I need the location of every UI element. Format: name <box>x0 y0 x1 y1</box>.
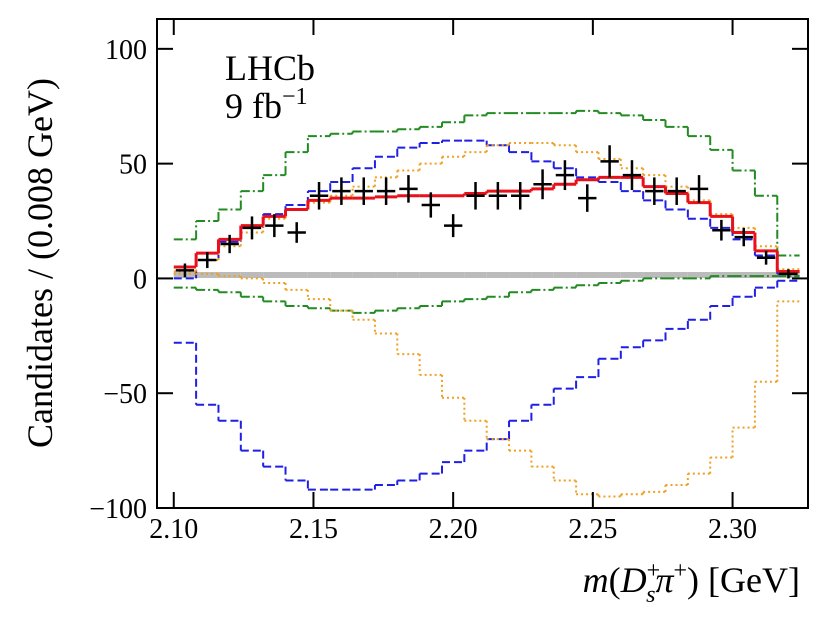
lumi-text: 9 fb <box>225 86 282 126</box>
series <box>173 275 800 314</box>
y-tick-label: 0 <box>133 264 147 295</box>
series <box>173 141 800 273</box>
x-axis-label-part: m <box>583 560 609 600</box>
x-tick-label: 2.30 <box>708 514 757 545</box>
y-tick-label: 50 <box>119 150 147 181</box>
x-axis-label-part: s <box>646 582 655 608</box>
x-axis-label-part: + <box>674 558 688 584</box>
x-tick-label: 2.20 <box>429 514 478 545</box>
lumi-superscript: −1 <box>282 84 308 110</box>
x-tick-label: 2.15 <box>289 514 338 545</box>
series <box>173 139 800 280</box>
y-tick-label: −100 <box>89 494 147 525</box>
x-axis-label-part: D <box>620 560 647 600</box>
lumi-label: 9 fb−1 <box>225 84 308 126</box>
y-axis-label: Candidates / (0.008 GeV) <box>20 78 60 448</box>
series <box>173 279 800 491</box>
x-axis-label-part: π <box>655 560 674 600</box>
x-tick-label: 2.25 <box>568 514 617 545</box>
data-points <box>175 145 798 279</box>
x-axis-label-part: + <box>647 558 661 584</box>
x-tick-label: 2.10 <box>149 514 198 545</box>
x-axis-label-part: ) [GeV] <box>687 560 800 600</box>
experiment-label: LHCb <box>225 48 315 88</box>
x-axis-label: m(D+ sπ+) [GeV] <box>583 558 800 608</box>
y-tick-label: −50 <box>103 379 147 410</box>
series <box>173 272 800 498</box>
y-tick-label: 100 <box>105 35 147 66</box>
series <box>173 109 800 257</box>
plot-frame <box>156 18 809 509</box>
x-axis-label-part: ( <box>609 560 621 600</box>
